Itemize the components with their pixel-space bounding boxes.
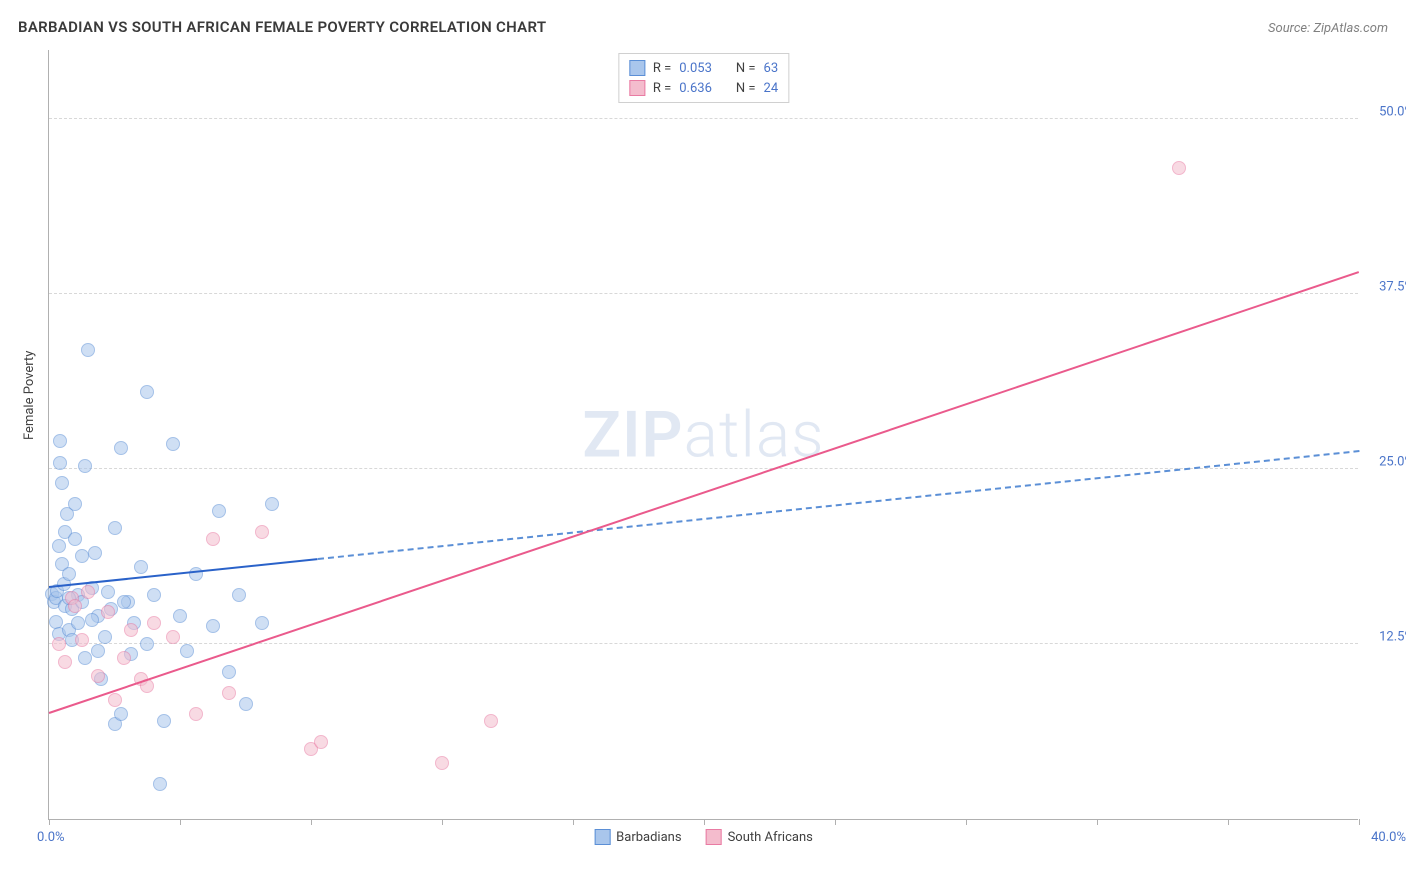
data-point (78, 459, 92, 473)
data-point (52, 539, 66, 553)
x-tick (966, 819, 967, 825)
data-point (117, 651, 131, 665)
legend-swatch (629, 80, 645, 96)
data-point (68, 497, 82, 511)
data-point (81, 343, 95, 357)
data-point (180, 644, 194, 658)
data-point (117, 595, 131, 609)
data-point (222, 665, 236, 679)
data-point (255, 616, 269, 630)
data-point (62, 567, 76, 581)
x-tick (442, 819, 443, 825)
data-point (91, 644, 105, 658)
x-tick (49, 819, 50, 825)
watermark: ZIPatlas (582, 397, 824, 472)
legend-item: Barbadians (594, 829, 681, 845)
data-point (314, 735, 328, 749)
data-point (153, 777, 167, 791)
data-point (108, 521, 122, 535)
y-tick-label: 50.0% (1379, 105, 1406, 120)
data-point (166, 437, 180, 451)
gridline (49, 643, 1358, 644)
data-point (101, 605, 115, 619)
data-point (68, 599, 82, 613)
data-point (212, 504, 226, 518)
data-point (53, 434, 67, 448)
data-point (166, 630, 180, 644)
data-point (140, 385, 154, 399)
gridline (49, 468, 1358, 469)
x-tick (1097, 819, 1098, 825)
legend-swatch (594, 829, 610, 845)
trend-line (49, 558, 318, 588)
data-point (108, 693, 122, 707)
series-legend: Barbadians South Africans (594, 829, 813, 845)
data-point (265, 497, 279, 511)
data-point (81, 585, 95, 599)
data-point (58, 655, 72, 669)
data-point (157, 714, 171, 728)
data-point (484, 714, 498, 728)
data-point (1172, 161, 1186, 175)
source-attribution: Source: ZipAtlas.com (1268, 21, 1388, 36)
data-point (232, 588, 246, 602)
data-point (68, 532, 82, 546)
scatter-plot-area: ZIPatlas R =0.053N =63R =0.636N =24 0.0%… (48, 50, 1358, 820)
x-axis-min-label: 0.0% (37, 830, 65, 845)
x-tick (1359, 819, 1360, 825)
y-tick-label: 25.0% (1379, 455, 1406, 470)
data-point (222, 686, 236, 700)
y-axis-title: Female Poverty (22, 351, 37, 440)
data-point (140, 637, 154, 651)
x-tick (180, 819, 181, 825)
data-point (98, 630, 112, 644)
data-point (173, 609, 187, 623)
data-point (435, 756, 449, 770)
data-point (101, 585, 115, 599)
legend-row: R =0.636N =24 (629, 78, 778, 98)
legend-swatch (706, 829, 722, 845)
x-tick (573, 819, 574, 825)
data-point (206, 532, 220, 546)
data-point (124, 623, 138, 637)
data-point (75, 633, 89, 647)
data-point (147, 616, 161, 630)
data-point (78, 651, 92, 665)
y-tick-label: 37.5% (1379, 280, 1406, 295)
legend-swatch (629, 60, 645, 76)
data-point (255, 525, 269, 539)
data-point (239, 697, 253, 711)
chart-title: BARBADIAN VS SOUTH AFRICAN FEMALE POVERT… (18, 18, 546, 36)
correlation-legend: R =0.053N =63R =0.636N =24 (618, 53, 789, 103)
x-axis-max-label: 40.0% (1371, 830, 1406, 845)
trend-line (317, 450, 1359, 560)
legend-row: R =0.053N =63 (629, 58, 778, 78)
data-point (91, 669, 105, 683)
data-point (147, 588, 161, 602)
data-point (114, 441, 128, 455)
data-point (55, 476, 69, 490)
y-tick-label: 12.5% (1379, 630, 1406, 645)
data-point (85, 613, 99, 627)
gridline (49, 293, 1358, 294)
data-point (53, 456, 67, 470)
legend-item: South Africans (706, 829, 813, 845)
data-point (75, 549, 89, 563)
x-tick (311, 819, 312, 825)
x-tick (704, 819, 705, 825)
data-point (114, 707, 128, 721)
x-tick (1228, 819, 1229, 825)
data-point (88, 546, 102, 560)
data-point (189, 567, 203, 581)
data-point (52, 637, 66, 651)
data-point (134, 560, 148, 574)
gridline (49, 118, 1358, 119)
data-point (71, 616, 85, 630)
data-point (189, 707, 203, 721)
x-tick (835, 819, 836, 825)
trend-line (49, 271, 1360, 714)
data-point (206, 619, 220, 633)
